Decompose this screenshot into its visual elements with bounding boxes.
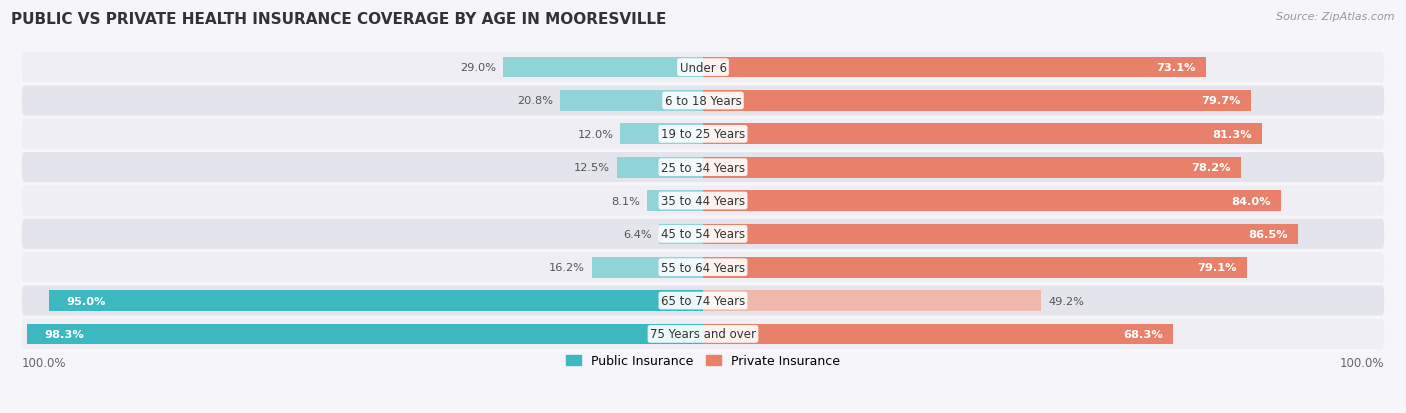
FancyBboxPatch shape	[22, 53, 1384, 83]
Bar	[703, 157, 1241, 178]
Text: 95.0%: 95.0%	[66, 296, 105, 306]
Text: 73.1%: 73.1%	[1156, 63, 1195, 73]
FancyBboxPatch shape	[22, 286, 1384, 316]
Text: 78.2%: 78.2%	[1191, 163, 1230, 173]
FancyBboxPatch shape	[22, 86, 1384, 116]
Text: 79.7%: 79.7%	[1202, 96, 1241, 106]
Bar	[703, 124, 1263, 145]
FancyBboxPatch shape	[22, 153, 1384, 183]
Bar	[703, 91, 1251, 112]
Text: 100.0%: 100.0%	[1340, 356, 1384, 369]
Text: 12.0%: 12.0%	[578, 130, 613, 140]
Bar	[703, 290, 1042, 311]
Text: 75 Years and over: 75 Years and over	[650, 328, 756, 341]
Text: 8.1%: 8.1%	[612, 196, 640, 206]
Text: 29.0%: 29.0%	[461, 63, 496, 73]
Bar	[620, 124, 703, 145]
Bar	[27, 324, 703, 344]
Text: Under 6: Under 6	[679, 62, 727, 74]
Text: 81.3%: 81.3%	[1212, 130, 1251, 140]
Bar	[617, 157, 703, 178]
Text: 35 to 44 Years: 35 to 44 Years	[661, 195, 745, 207]
Text: 98.3%: 98.3%	[44, 329, 83, 339]
Text: 86.5%: 86.5%	[1249, 229, 1288, 239]
Legend: Public Insurance, Private Insurance: Public Insurance, Private Insurance	[561, 349, 845, 372]
Bar	[659, 224, 703, 244]
Bar	[703, 257, 1247, 278]
Text: 49.2%: 49.2%	[1049, 296, 1084, 306]
Bar	[592, 257, 703, 278]
FancyBboxPatch shape	[22, 219, 1384, 249]
FancyBboxPatch shape	[22, 253, 1384, 282]
Text: 79.1%: 79.1%	[1198, 263, 1237, 273]
Text: 68.3%: 68.3%	[1123, 329, 1163, 339]
Text: 16.2%: 16.2%	[548, 263, 585, 273]
Text: 12.5%: 12.5%	[574, 163, 610, 173]
Bar	[560, 91, 703, 112]
FancyBboxPatch shape	[22, 186, 1384, 216]
Text: 6 to 18 Years: 6 to 18 Years	[665, 95, 741, 108]
Bar	[703, 224, 1298, 244]
Text: 65 to 74 Years: 65 to 74 Years	[661, 294, 745, 307]
Text: 84.0%: 84.0%	[1232, 196, 1271, 206]
Text: 100.0%: 100.0%	[22, 356, 66, 369]
Bar	[49, 290, 703, 311]
Text: 55 to 64 Years: 55 to 64 Years	[661, 261, 745, 274]
Text: 6.4%: 6.4%	[623, 229, 652, 239]
Bar	[647, 191, 703, 211]
Text: 19 to 25 Years: 19 to 25 Years	[661, 128, 745, 141]
Bar	[703, 191, 1281, 211]
Text: 20.8%: 20.8%	[517, 96, 553, 106]
Bar	[703, 324, 1173, 344]
FancyBboxPatch shape	[22, 119, 1384, 150]
FancyBboxPatch shape	[22, 319, 1384, 349]
Text: PUBLIC VS PRIVATE HEALTH INSURANCE COVERAGE BY AGE IN MOORESVILLE: PUBLIC VS PRIVATE HEALTH INSURANCE COVER…	[11, 12, 666, 27]
Text: 25 to 34 Years: 25 to 34 Years	[661, 161, 745, 174]
Text: 45 to 54 Years: 45 to 54 Years	[661, 228, 745, 241]
Bar	[503, 58, 703, 78]
Text: Source: ZipAtlas.com: Source: ZipAtlas.com	[1277, 12, 1395, 22]
Bar	[703, 58, 1206, 78]
